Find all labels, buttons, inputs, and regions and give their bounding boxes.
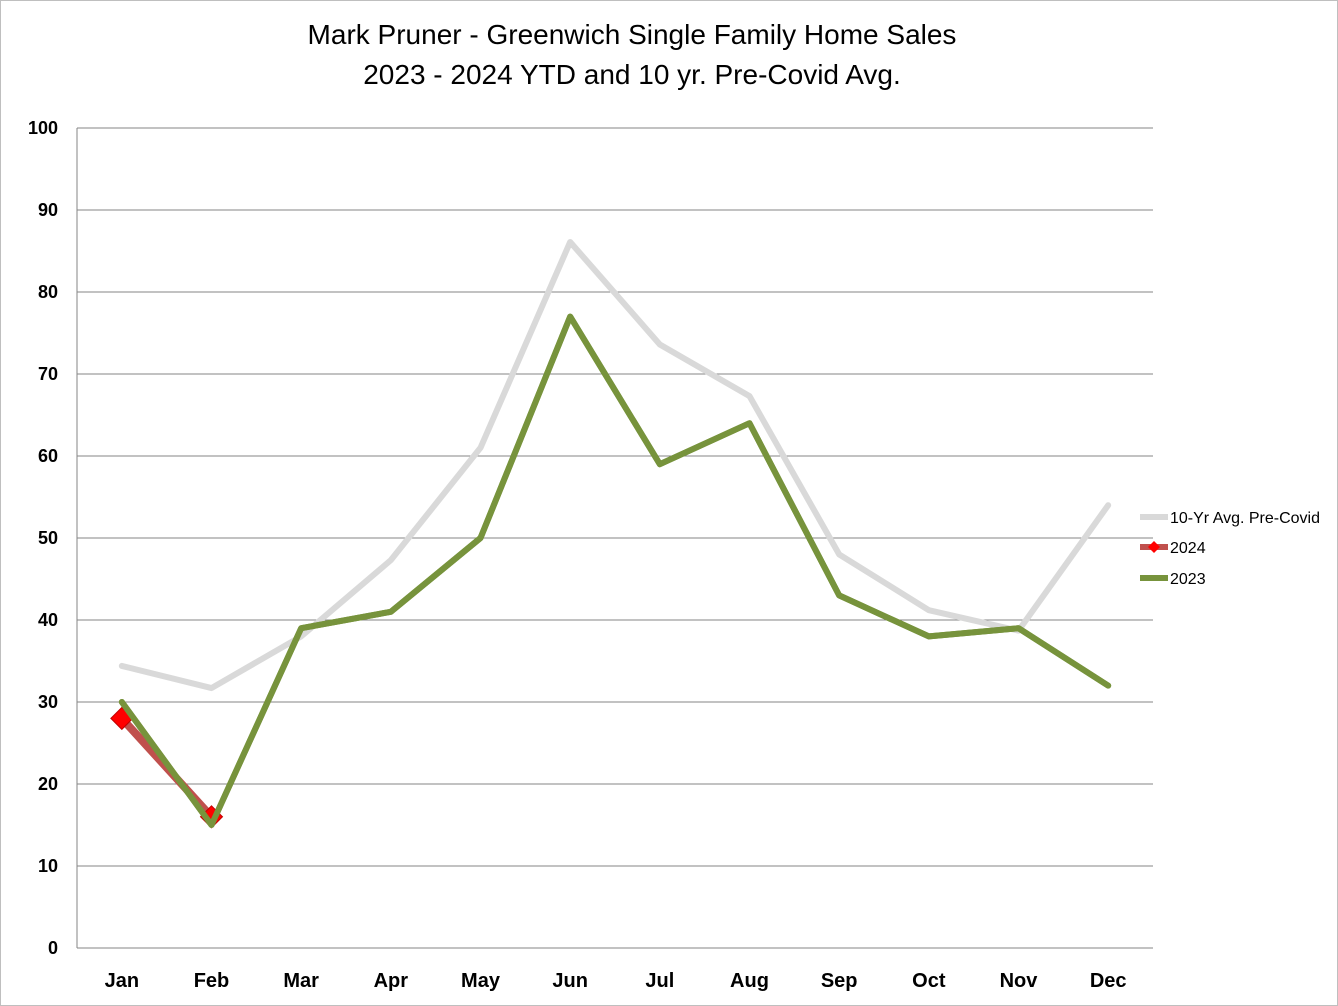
y-tick-label: 30 bbox=[38, 692, 58, 712]
series-line-0 bbox=[118, 238, 1112, 692]
y-tick-label: 50 bbox=[38, 528, 58, 548]
chart-title: Mark Pruner - Greenwich Single Family Ho… bbox=[307, 19, 957, 50]
y-tick-label: 60 bbox=[38, 446, 58, 466]
x-tick-label: May bbox=[461, 970, 501, 992]
x-tick-label: Nov bbox=[1000, 970, 1039, 992]
y-tick-label: 100 bbox=[28, 118, 58, 138]
x-tick-label: Mar bbox=[283, 970, 319, 992]
legend-item: 2023 bbox=[1140, 571, 1206, 588]
legend: 10-Yr Avg. Pre-Covid 2024 2023 bbox=[1140, 510, 1320, 588]
chart-subtitle: 2023 - 2024 YTD and 10 yr. Pre-Covid Avg… bbox=[363, 59, 901, 90]
x-tick-label: Jan bbox=[105, 970, 139, 992]
x-tick-label: Jul bbox=[645, 970, 674, 992]
y-tick-label: 40 bbox=[38, 610, 58, 630]
y-tick-label: 10 bbox=[38, 856, 58, 876]
series-line-2-overlay bbox=[118, 313, 1112, 828]
legend-item: 2024 bbox=[1140, 540, 1206, 557]
x-tick-label: Oct bbox=[912, 970, 946, 992]
x-axis: Jan Feb Mar Apr May Jun Jul Aug Sep Oct Nov Dec bbox=[77, 947, 1153, 992]
legend-marker bbox=[1148, 541, 1160, 553]
x-tick-label: Sep bbox=[821, 970, 858, 992]
legend-label: 2024 bbox=[1170, 540, 1206, 557]
x-tick-label: Feb bbox=[194, 970, 230, 992]
x-tick-label: Jun bbox=[552, 970, 588, 992]
y-tick-label: 70 bbox=[38, 364, 58, 384]
series-lines bbox=[110, 238, 1112, 829]
gridlines bbox=[77, 127, 1153, 867]
legend-item: 10-Yr Avg. Pre-Covid bbox=[1140, 510, 1320, 527]
y-axis: 0 10 20 30 40 50 60 70 80 90 100 bbox=[28, 118, 78, 958]
y-tick-label: 0 bbox=[48, 938, 58, 958]
x-tick-label: Aug bbox=[730, 970, 769, 992]
y-tick-label: 90 bbox=[38, 200, 58, 220]
x-tick-label: Apr bbox=[374, 970, 409, 992]
legend-label: 10-Yr Avg. Pre-Covid bbox=[1170, 510, 1320, 527]
y-tick-label: 20 bbox=[38, 774, 58, 794]
legend-label: 2023 bbox=[1170, 571, 1206, 588]
y-tick-label: 80 bbox=[38, 282, 58, 302]
x-tick-label: Dec bbox=[1090, 970, 1127, 992]
